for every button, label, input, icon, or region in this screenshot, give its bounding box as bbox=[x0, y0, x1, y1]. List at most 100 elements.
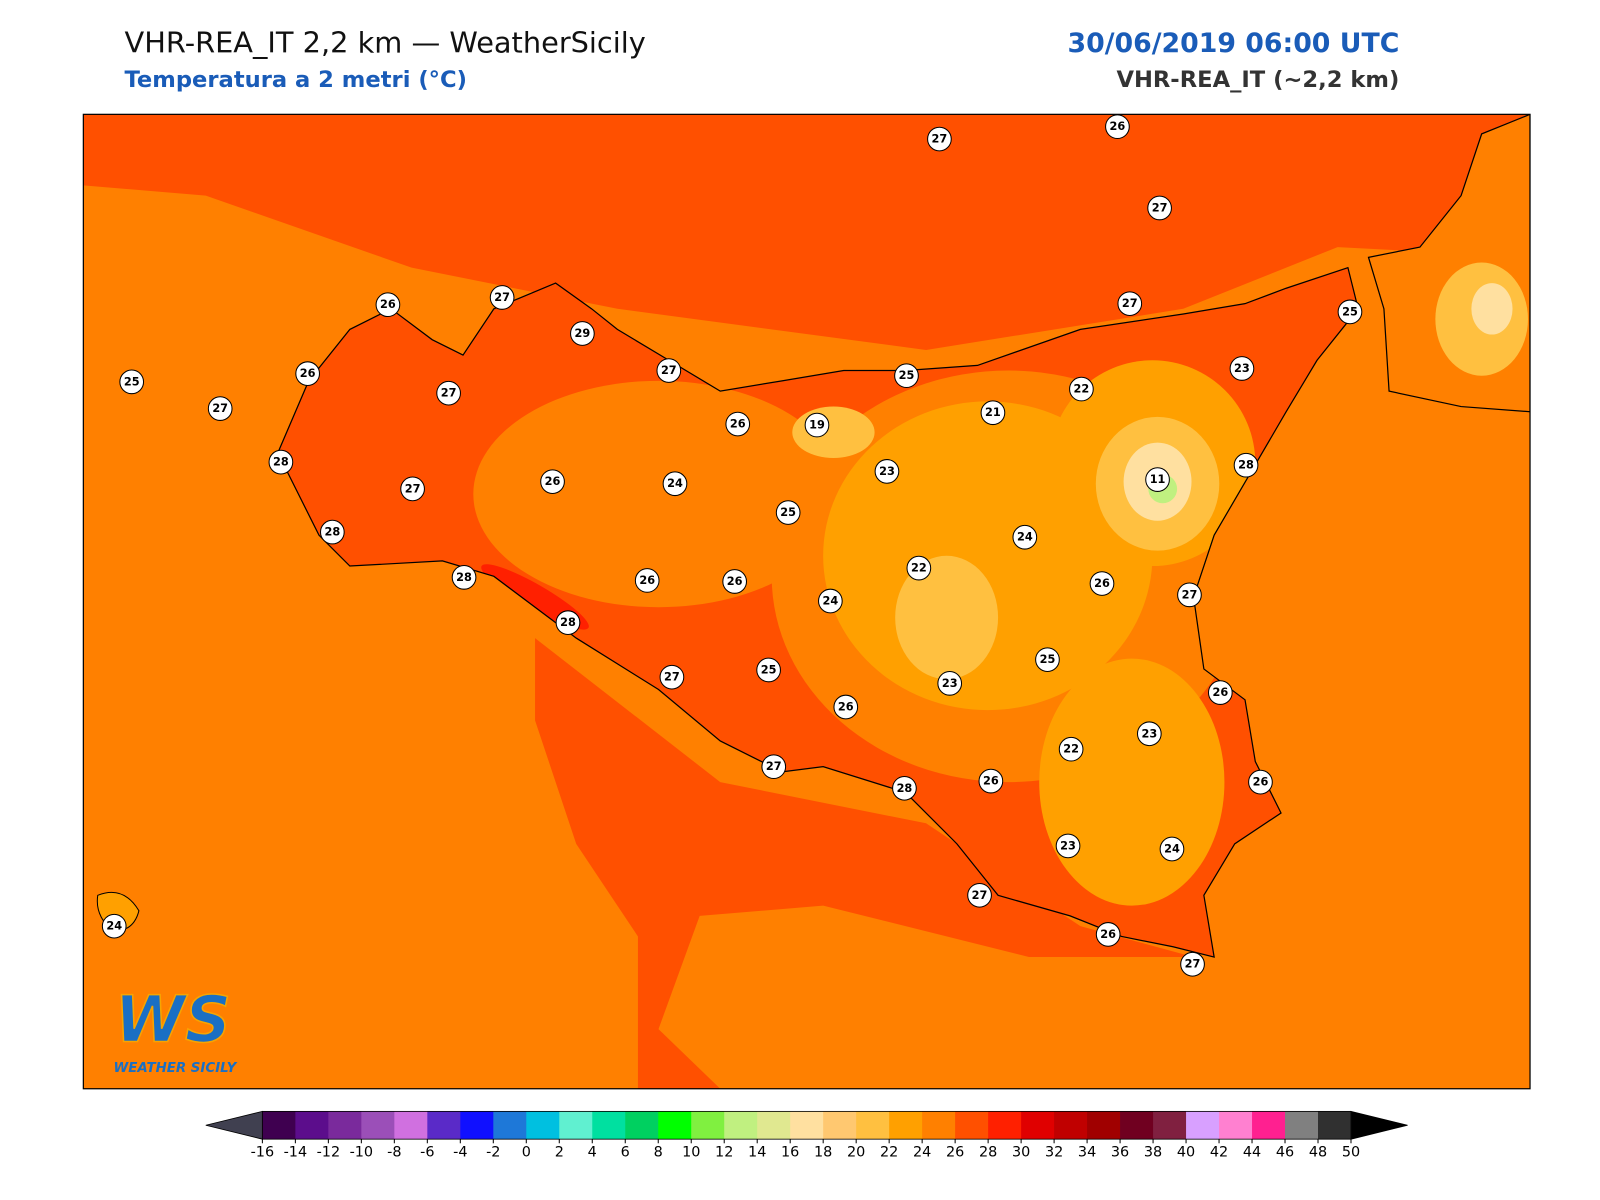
model: VHR-REA_IT (~2,2 km) bbox=[1116, 67, 1399, 93]
station-marker bbox=[874, 459, 900, 484]
station-value: 28 bbox=[456, 571, 472, 584]
colorbar-segment bbox=[790, 1111, 824, 1140]
colorbar-tick-label: 2 bbox=[555, 1145, 564, 1161]
station: 25 bbox=[1035, 647, 1060, 673]
colorbar-tick-label: 20 bbox=[847, 1145, 865, 1161]
station-marker bbox=[978, 768, 1004, 794]
station-marker bbox=[1095, 922, 1121, 947]
station: 29 bbox=[570, 321, 595, 346]
station: 26 bbox=[1105, 114, 1130, 140]
station-marker bbox=[101, 913, 127, 939]
colorbar-tick-label: 18 bbox=[814, 1145, 832, 1161]
station-marker bbox=[268, 449, 294, 475]
station-value: 11 bbox=[1150, 473, 1166, 486]
station-marker bbox=[540, 469, 565, 495]
colorbar-tick-label: 26 bbox=[946, 1145, 964, 1161]
title: VHR-REA_IT 2,2 km — WeatherSicily bbox=[125, 25, 646, 59]
station: 27 bbox=[967, 882, 992, 908]
station: 25 bbox=[894, 363, 919, 389]
station: 24 bbox=[1012, 524, 1038, 550]
colorbar-segment bbox=[1219, 1111, 1253, 1140]
station-value: 28 bbox=[1238, 459, 1254, 472]
station-value: 26 bbox=[300, 367, 316, 380]
station: 27 bbox=[659, 664, 685, 690]
colorbar-tick-label: 10 bbox=[682, 1145, 700, 1161]
zone bbox=[792, 406, 875, 459]
station: 26 bbox=[634, 568, 660, 593]
colorbar-segment bbox=[1054, 1111, 1088, 1140]
logo: WS WEATHER SICILY bbox=[114, 983, 238, 1076]
station: 26 bbox=[1095, 922, 1121, 947]
colorbar-segment bbox=[1285, 1111, 1319, 1140]
station-marker bbox=[967, 882, 992, 908]
station: 28 bbox=[892, 775, 917, 801]
station-value: 24 bbox=[1017, 531, 1033, 544]
station-marker bbox=[756, 657, 781, 683]
station-marker bbox=[207, 396, 233, 421]
colorbar-tick-label: 4 bbox=[588, 1145, 597, 1161]
station: 26 bbox=[722, 569, 748, 594]
station-marker bbox=[1105, 114, 1130, 140]
station-marker bbox=[980, 400, 1006, 426]
station-value: 21 bbox=[985, 406, 1001, 419]
colorbar-tick-label: 32 bbox=[1045, 1145, 1063, 1161]
station: 27 bbox=[1117, 291, 1143, 317]
colorbar-tick-label: 42 bbox=[1210, 1145, 1228, 1161]
colorbar-tick-label: 40 bbox=[1177, 1145, 1195, 1161]
station-value: 25 bbox=[780, 506, 796, 519]
station: 23 bbox=[874, 459, 900, 484]
colorbar-segment bbox=[1153, 1111, 1187, 1140]
colorbar-tick-label: 14 bbox=[748, 1145, 766, 1161]
station: 28 bbox=[268, 449, 294, 475]
colorbar-segment bbox=[427, 1111, 461, 1140]
colorbar-tick-label: 16 bbox=[781, 1145, 799, 1161]
colorbar-tick-label: 22 bbox=[880, 1145, 898, 1161]
colorbar-segment bbox=[625, 1111, 659, 1140]
station: 27 bbox=[927, 126, 952, 152]
logo-name: WEATHER SICILY bbox=[114, 1061, 238, 1076]
station-value: 27 bbox=[1152, 201, 1168, 214]
station-marker bbox=[1145, 467, 1170, 492]
station-marker bbox=[1233, 452, 1259, 478]
colorbar-tick-label: 46 bbox=[1276, 1145, 1294, 1161]
station: 24 bbox=[1159, 836, 1185, 862]
station-value: 28 bbox=[560, 616, 576, 629]
station-value: 26 bbox=[545, 475, 561, 488]
station: 26 bbox=[295, 361, 320, 386]
colorbar-segment bbox=[361, 1111, 395, 1140]
station-value: 27 bbox=[494, 291, 510, 304]
station-marker bbox=[1012, 524, 1038, 550]
colorbar-segment bbox=[394, 1111, 428, 1140]
station: 26 bbox=[1089, 571, 1115, 596]
station-marker bbox=[1147, 195, 1172, 221]
station-value: 23 bbox=[1141, 727, 1157, 740]
station-value: 26 bbox=[639, 574, 655, 587]
station-value: 24 bbox=[822, 595, 838, 608]
station: 26 bbox=[375, 292, 401, 318]
station: 26 bbox=[1248, 769, 1273, 795]
station: 28 bbox=[1233, 452, 1259, 478]
station-marker bbox=[818, 588, 843, 614]
station-marker bbox=[1055, 833, 1081, 859]
logo-mark: WS bbox=[115, 984, 231, 1058]
station-value: 19 bbox=[809, 419, 825, 432]
colorbar-tick-label: -4 bbox=[453, 1145, 467, 1161]
station-value: 24 bbox=[106, 920, 122, 933]
station-marker bbox=[1207, 680, 1233, 705]
colorbar-tick-label: 38 bbox=[1144, 1145, 1162, 1161]
colorbar-tick-label: 0 bbox=[522, 1145, 531, 1161]
colorbar-segment bbox=[1186, 1111, 1220, 1140]
station-marker bbox=[662, 471, 688, 497]
station: 27 bbox=[400, 476, 425, 502]
station: 25 bbox=[775, 500, 801, 525]
station: 27 bbox=[761, 754, 787, 780]
colorbar-segment bbox=[1021, 1111, 1055, 1140]
station-marker bbox=[451, 565, 477, 590]
colorbar-segment bbox=[1318, 1111, 1352, 1140]
station-value: 25 bbox=[761, 663, 777, 676]
station-value: 23 bbox=[942, 677, 958, 690]
station-value: 22 bbox=[1074, 383, 1090, 396]
station-marker bbox=[775, 500, 801, 525]
station-value: 25 bbox=[899, 369, 915, 382]
station: 24 bbox=[818, 588, 843, 614]
